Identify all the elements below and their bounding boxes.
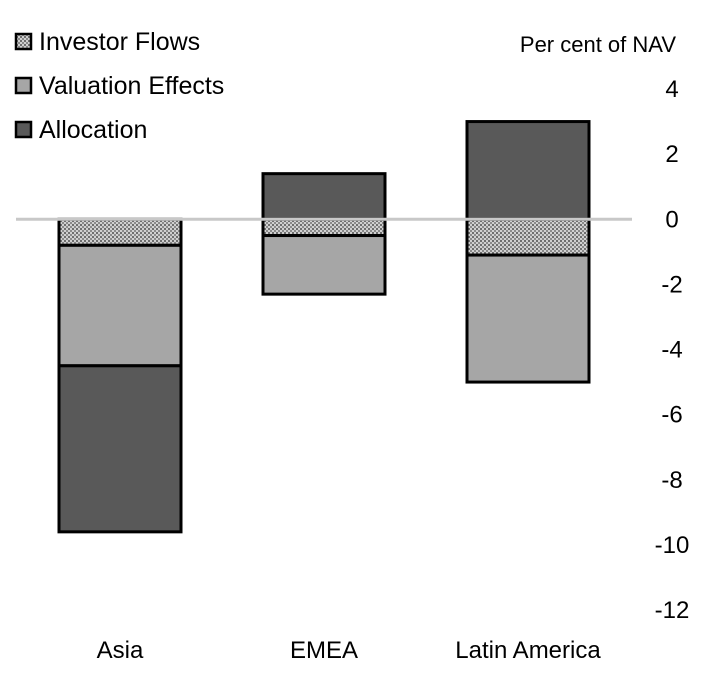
legend-item-investor-flows: Investor Flows — [14, 28, 200, 56]
y-tick-label: -8 — [661, 467, 682, 494]
legend-label-valuation-effects: Valuation Effects — [39, 72, 224, 100]
bar-segment-emea-valuation-effects — [261, 234, 387, 296]
bar-segment-asia-valuation-effects — [57, 243, 183, 368]
bars-layer — [57, 120, 591, 534]
y-tick-label: -12 — [655, 597, 690, 624]
legend-swatch-valuation-effects — [14, 76, 33, 95]
legend-item-allocation: Allocation — [14, 116, 147, 144]
legend-label-investor-flows: Investor Flows — [39, 28, 200, 56]
bar-segment-asia-investor-flows — [57, 217, 183, 247]
y-axis-ticks: 4 2 0 -2 -4 -6 -8 -10 -12 — [655, 76, 690, 624]
y-tick-label: -2 — [661, 271, 682, 298]
x-axis-labels: Asia EMEA Latin America — [97, 637, 602, 664]
bar-segment-emea-allocation — [261, 172, 387, 221]
bar-segment-latin-america-allocation — [465, 120, 591, 221]
y-tick-label: 2 — [665, 141, 678, 168]
y-tick-label: 0 — [665, 206, 678, 233]
bar-segment-latin-america-valuation-effects — [465, 253, 591, 384]
y-axis-unit-label: Per cent of NAV — [520, 32, 676, 57]
bar-segment-asia-allocation — [57, 364, 183, 534]
bar-segment-emea-investor-flows — [261, 217, 387, 238]
x-category-label-asia: Asia — [97, 637, 144, 664]
legend-item-valuation-effects: Valuation Effects — [14, 72, 224, 100]
legend-label-allocation: Allocation — [39, 116, 147, 144]
legend-swatch-allocation — [14, 120, 33, 139]
y-tick-label: -4 — [661, 337, 682, 364]
bar-segment-latin-america-investor-flows — [465, 217, 591, 257]
y-tick-label: -10 — [655, 532, 690, 559]
y-tick-label: -6 — [661, 402, 682, 429]
x-category-label-latin-america: Latin America — [455, 637, 601, 664]
legend-swatch-investor-flows — [14, 32, 33, 51]
x-category-label-emea: EMEA — [290, 637, 358, 664]
legend: Investor Flows Valuation Effects Allocat… — [14, 28, 224, 144]
y-tick-label: 4 — [665, 76, 678, 103]
